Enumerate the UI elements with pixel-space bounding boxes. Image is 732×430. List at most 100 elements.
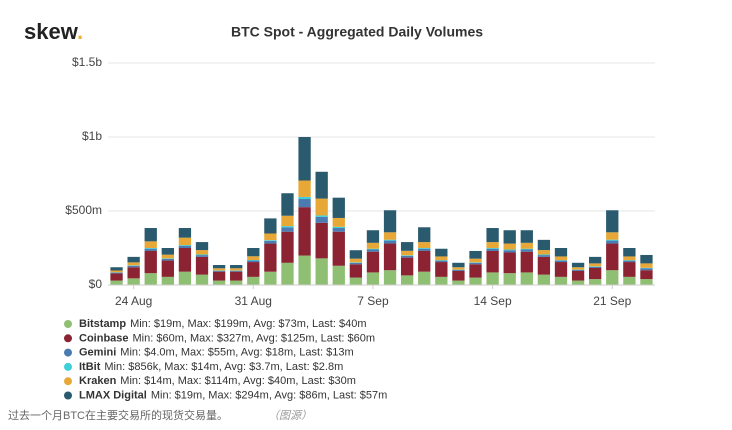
bar-segment — [503, 230, 516, 244]
bar-segment — [247, 259, 260, 261]
bar-segment — [212, 270, 226, 272]
bar-segment — [110, 272, 123, 274]
bar-segment — [212, 280, 226, 285]
bar-segment — [503, 252, 516, 274]
bar-segment — [520, 272, 533, 285]
bar-segment — [623, 248, 636, 257]
bar-segment — [161, 276, 174, 285]
bar-segment — [230, 268, 243, 271]
bar-segment — [366, 251, 380, 273]
bar-segment — [554, 276, 568, 285]
bar-segment — [178, 237, 192, 246]
bar-segment — [161, 248, 174, 255]
bar-segment — [400, 250, 414, 256]
legend-entry: Bitstamp Min: $19m, Max: $199m, Avg: $73m… — [79, 318, 366, 330]
x-tick-label: 24 Aug — [115, 294, 152, 308]
bar-segment — [418, 227, 431, 243]
bar-segment — [281, 262, 294, 285]
bar-segment — [503, 249, 516, 251]
bar-segment — [349, 258, 363, 263]
bar-segment — [366, 230, 380, 243]
bar-segment — [349, 264, 363, 278]
bar-segment — [589, 263, 602, 267]
bar-segment — [383, 270, 397, 285]
bar-segment — [452, 269, 465, 271]
bar-segment — [623, 260, 636, 263]
bar-segment — [435, 262, 448, 277]
bar-segment — [589, 279, 602, 285]
bar-segment — [230, 270, 243, 272]
bar-segment — [503, 250, 516, 253]
x-tick-label: 21 Sep — [593, 294, 631, 308]
bar-segment — [520, 230, 533, 243]
bar-segment — [640, 254, 653, 264]
bar-segment — [264, 243, 277, 272]
bar-segment — [520, 242, 533, 249]
bar-segment — [623, 276, 636, 285]
bar-segment — [144, 273, 157, 285]
bar-segment — [366, 242, 380, 249]
bar-segment — [606, 232, 619, 240]
bar-segment — [110, 273, 123, 281]
bar-segment — [623, 262, 636, 277]
legend-marker — [64, 334, 72, 343]
bar-segment — [418, 271, 431, 285]
bar-segment — [571, 269, 585, 271]
legend-name: Coinbase — [79, 332, 129, 344]
brand-name: skew — [24, 19, 79, 44]
legend-entry: ItBit Min: $856k, Max: $14m, Avg: $3.7m, … — [79, 361, 343, 373]
legend-stats: Min: $19m, Max: $199m, Avg: $73m, Last: … — [130, 318, 366, 330]
legend-marker — [64, 377, 72, 386]
bar-segment — [469, 277, 482, 285]
bar-segment — [537, 250, 551, 255]
bar-segment — [230, 265, 243, 269]
bar-segment — [640, 279, 653, 285]
bar-segment — [418, 250, 431, 272]
chart-title: BTC Spot - Aggregated Daily Volumes — [231, 24, 483, 40]
bar-segment — [486, 248, 499, 249]
bar-segment — [520, 248, 533, 250]
bar-segment — [247, 256, 260, 260]
bar-segment — [178, 245, 192, 246]
bar-segment — [315, 215, 328, 217]
bar-segment — [127, 265, 140, 268]
bar-segment — [606, 210, 619, 233]
bar-segment — [315, 222, 328, 259]
bar-segment — [469, 258, 482, 263]
bar-segment — [452, 262, 465, 268]
plot-area: $0 $500m $1b $1.5b 24 Aug 31 Aug 7 Sep 14 Sep 21… — [65, 55, 655, 308]
bar-segment — [606, 270, 619, 285]
legend-marker — [64, 320, 72, 328]
bar-segment — [383, 210, 397, 233]
bar-segment — [298, 196, 311, 200]
bar-segment — [315, 198, 328, 216]
bar-segment — [247, 276, 260, 285]
bar-segment — [161, 258, 174, 261]
bar-segment — [315, 216, 328, 223]
bar-segment — [571, 267, 585, 270]
bar-segment — [144, 228, 157, 242]
bar-segment — [264, 271, 277, 285]
bar-segment — [178, 248, 192, 272]
bar-segment — [110, 280, 123, 285]
bar-segment — [127, 256, 140, 263]
x-tick-label: 7 Sep — [357, 294, 389, 308]
bar-segment — [264, 240, 277, 244]
bar-segment — [332, 226, 345, 229]
bar-segment — [571, 270, 585, 281]
bar-segment — [315, 258, 328, 285]
bar-segment — [178, 228, 192, 238]
bar-segment — [298, 199, 311, 208]
bar-segment — [195, 255, 209, 257]
bar-segment — [606, 243, 619, 271]
bar-segment — [195, 274, 209, 285]
bar-segment — [486, 250, 499, 273]
bar-segment — [571, 280, 585, 285]
bar-segment — [281, 215, 294, 227]
bar-segment — [383, 232, 397, 240]
bar-segment — [298, 255, 311, 285]
legend-stats: Min: $19m, Max: $294m, Avg: $86m, Last: … — [151, 389, 387, 401]
bar-segment — [503, 243, 516, 250]
bar-segment — [366, 272, 380, 285]
legend-entry: LMAX Digital Min: $19m, Max: $294m, Avg: … — [79, 389, 387, 401]
